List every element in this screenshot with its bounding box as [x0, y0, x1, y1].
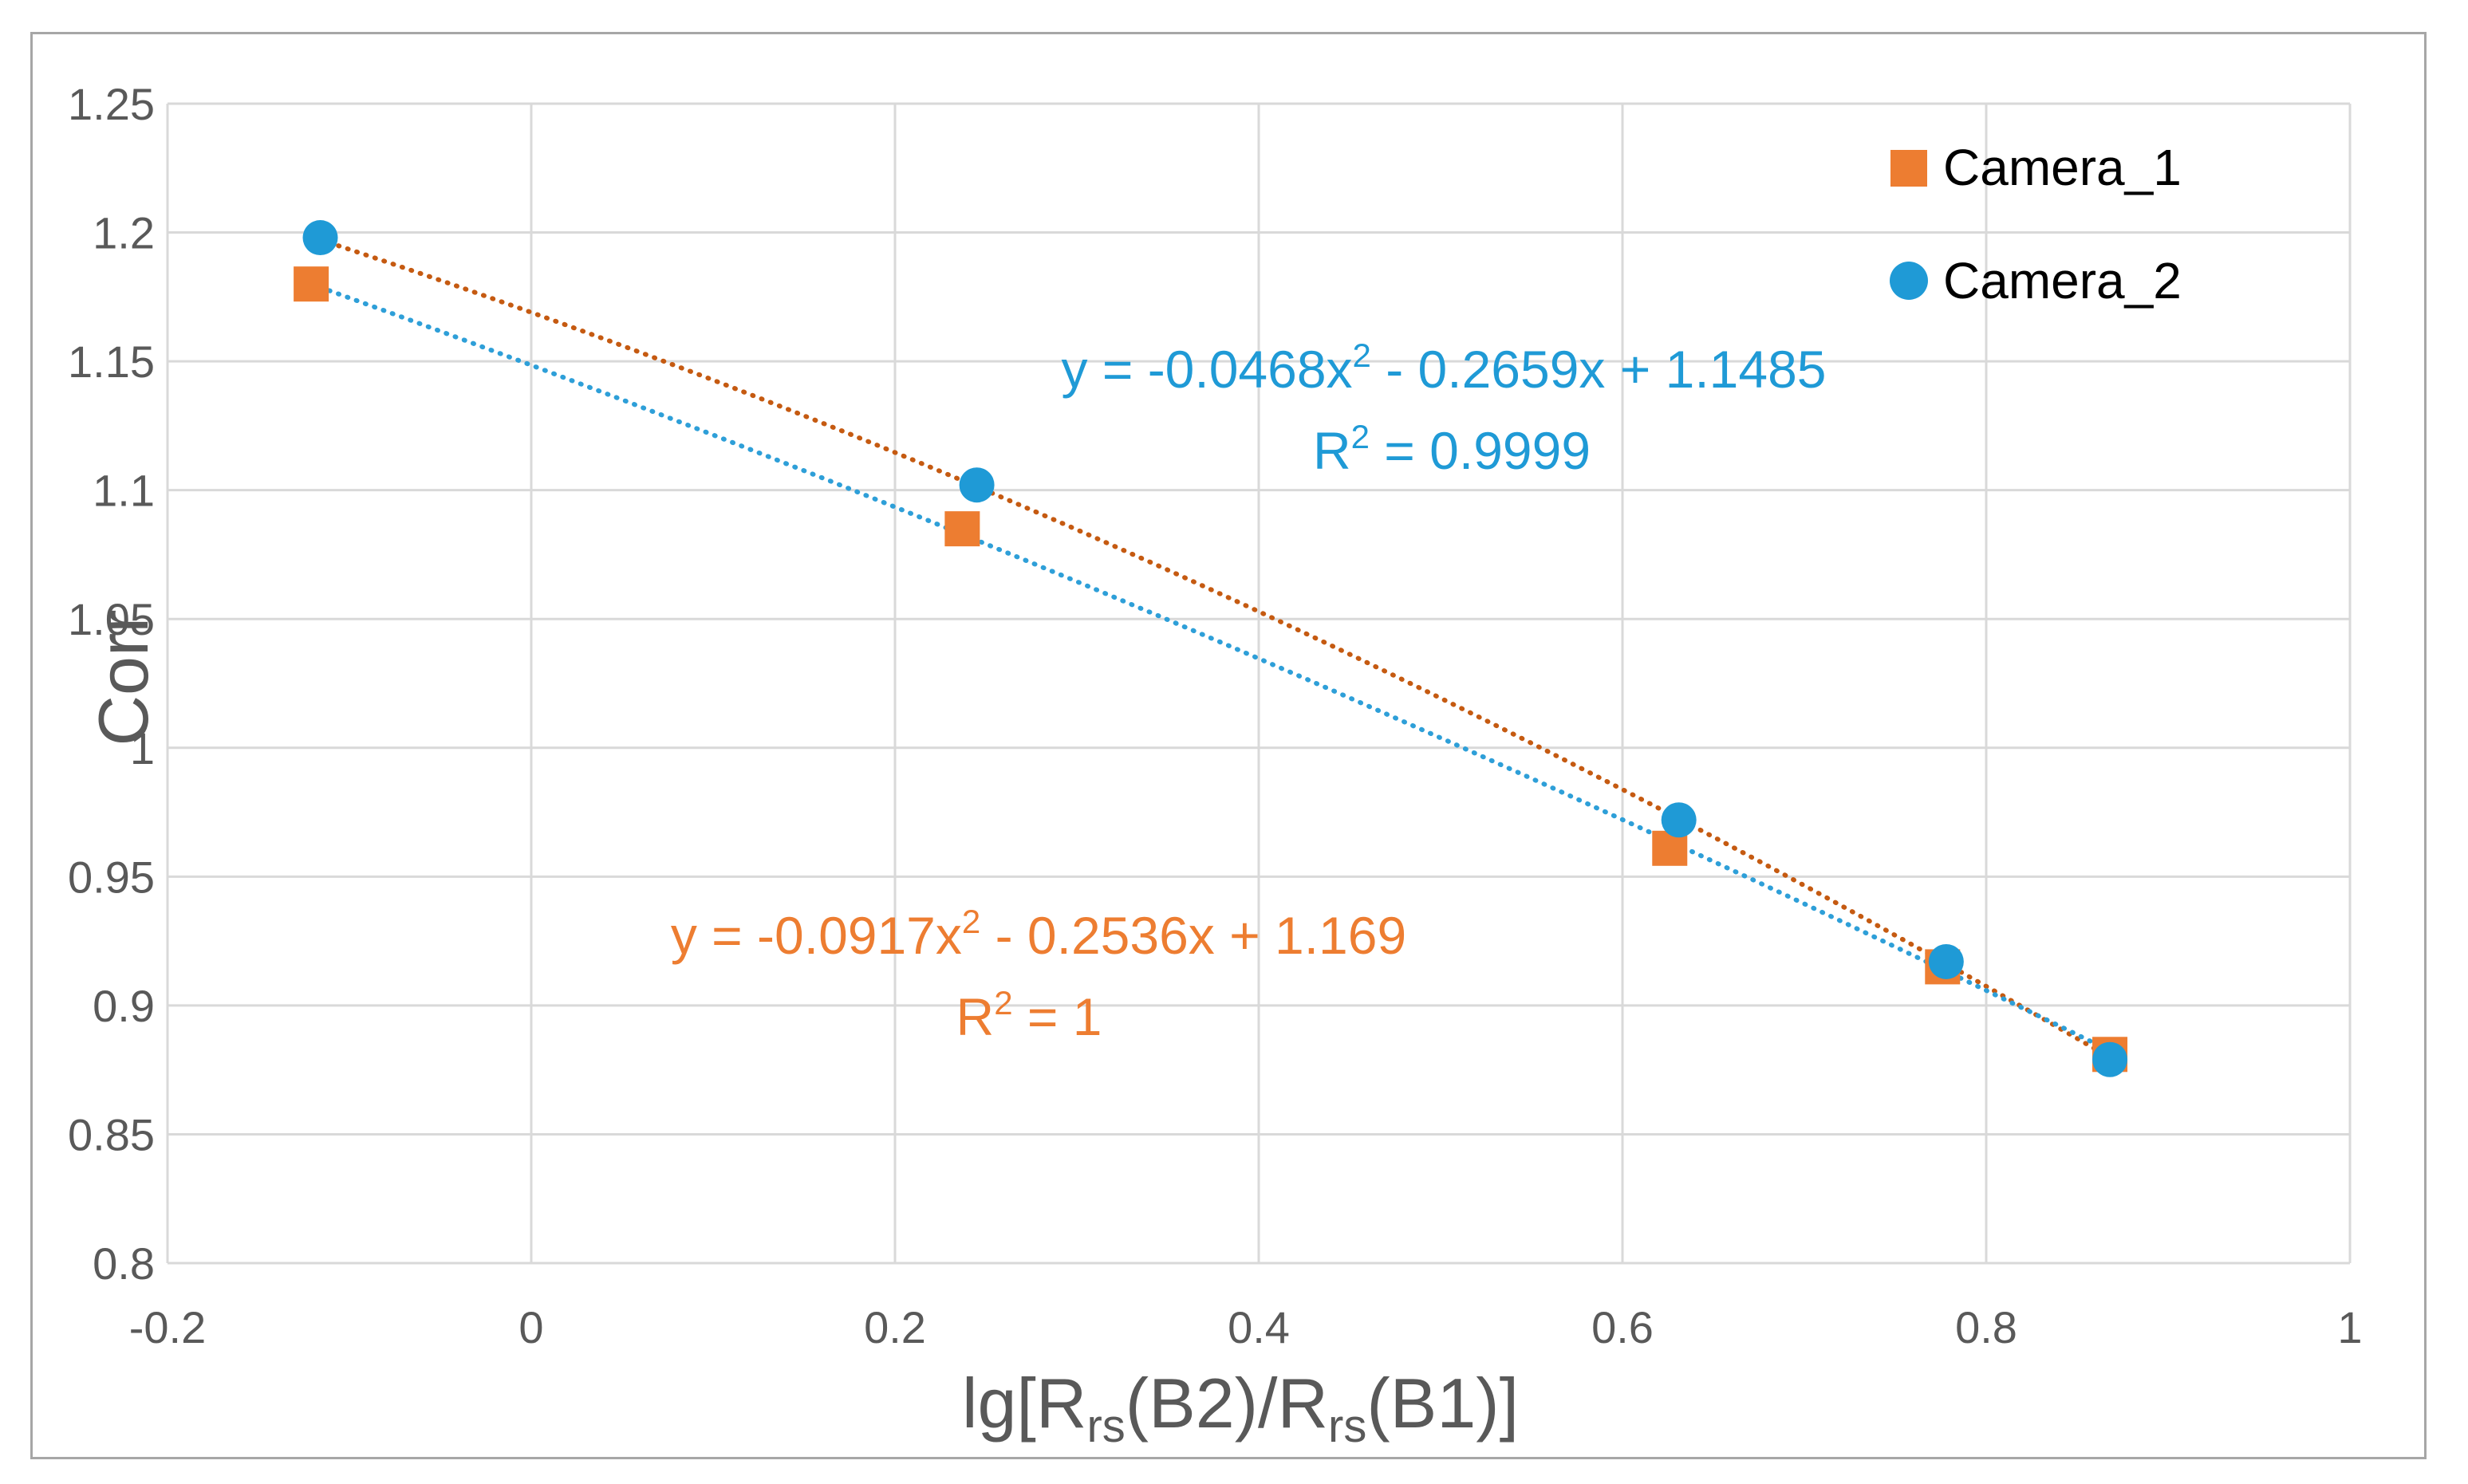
x-tick-label: -0.2 [129, 1302, 207, 1352]
axis-ticks: 0.8 0.85 0.9 0.95 1 1.05 1.1 1.15 1.2 1.25 -0.2 0 0.… [68, 79, 2363, 1352]
legend-label-camera-2: Camera_2 [1943, 252, 2182, 309]
y-tick-label: 1.25 [68, 79, 155, 129]
y-tick-label: 0.85 [68, 1109, 155, 1159]
y-tick-label: 1.15 [68, 337, 155, 387]
gridlines [166, 102, 2352, 1265]
legend-label-camera-1: Camera_1 [1943, 139, 2182, 196]
y-axis-title: Corr [84, 609, 163, 746]
svg-text:R2 = 1: R2 = 1 [956, 984, 1102, 1046]
x-tick-label: 0.6 [1591, 1302, 1654, 1352]
x-tick-label: 0.8 [1955, 1302, 2017, 1352]
trendline-camera-1 [309, 234, 2112, 1061]
x-tick-label: 0.2 [864, 1302, 926, 1352]
point-camera-2 [959, 467, 995, 503]
x-tick-label: 0 [518, 1302, 543, 1352]
chart-frame [30, 32, 2427, 1459]
legend-marker-camera-1 [1890, 150, 1927, 187]
y-tick-label: 0.8 [93, 1238, 155, 1289]
y-tick-label: 1 [130, 723, 155, 773]
svg-text:y = -0.0468x2 - 0.2659x + 1.14: y = -0.0468x2 - 0.2659x + 1.1485 [1061, 337, 1826, 399]
svg-text:y = -0.0917x2 - 0.2536x + 1.16: y = -0.0917x2 - 0.2536x + 1.169 [671, 903, 1406, 965]
point-camera-2 [2092, 1041, 2128, 1077]
svg-text:R2 = 0.9999: R2 = 0.9999 [1313, 418, 1591, 480]
y-tick-label: 0.9 [93, 981, 155, 1031]
y-tick-label: 0.95 [68, 852, 155, 902]
equation-camera-1: y = -0.0917x2 - 0.2536x + 1.169 R2 = 1 [671, 903, 1406, 1046]
point-camera-2 [302, 220, 338, 256]
equation-camera-2: y = -0.0468x2 - 0.2659x + 1.1485 R2 = 0.… [1061, 337, 1826, 480]
legend: Camera_1 Camera_2 [1890, 139, 2182, 309]
point-camera-1 [294, 266, 329, 302]
trendlines [309, 234, 2112, 1061]
point-camera-1 [944, 511, 980, 547]
y-tick-label: 1.1 [93, 466, 155, 516]
x-axis-title: lg[Rrs(B2)/Rrs(B1)] [962, 1364, 1519, 1452]
point-camera-2 [1661, 802, 1697, 838]
x-tick-label: 1 [2337, 1302, 2362, 1352]
legend-marker-camera-2 [1890, 262, 1928, 300]
trendline-camera-2 [317, 285, 2112, 1053]
data-points [294, 220, 2128, 1077]
point-camera-2 [1928, 943, 1964, 979]
x-tick-label: 0.4 [1228, 1302, 1290, 1352]
y-tick-label: 1.05 [68, 594, 155, 644]
y-tick-label: 1.2 [93, 208, 155, 258]
